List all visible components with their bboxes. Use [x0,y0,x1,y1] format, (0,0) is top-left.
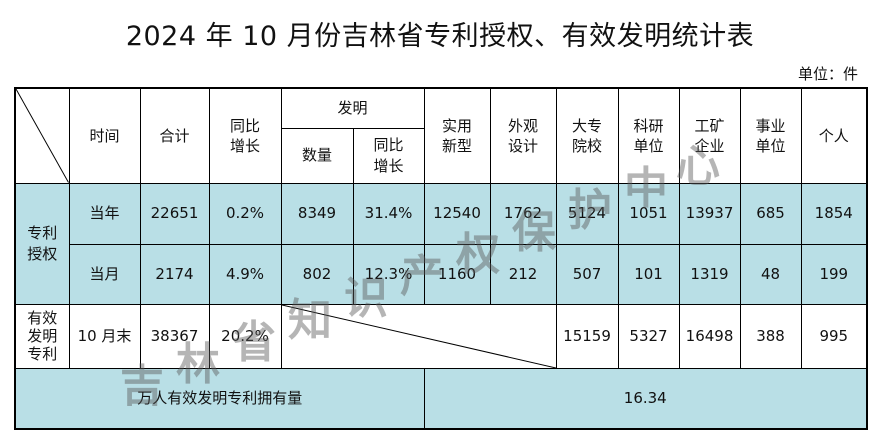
grant-year-period: 当年 [68,182,141,245]
header-invention: 发明 [280,87,425,129]
unit-label: 单位：件 [797,65,858,83]
header-university: 大专 院校 [555,87,619,184]
grant-year-university: 5124 [555,182,619,245]
grant-month-inv-yoy: 12.3% [352,243,425,305]
valid-research: 5327 [617,303,680,369]
valid-label-line-2: 发明 [27,327,58,345]
header-institution-line-1: 事业 [755,116,786,135]
statistics-table: 时间 合计 同比 增长 发明 实用 新型 外观 设计 大专 院校 科研 单位 工… [14,87,869,430]
header-industry: 工矿 企业 [678,87,741,184]
header-yoy-line-2: 增长 [229,136,260,155]
table-row: 万人有效发明专利拥有量 16.34 [14,367,868,430]
valid-industry: 16498 [678,303,741,369]
grant-label-line-2: 授权 [27,244,58,263]
header-institution-line-2: 单位 [755,136,786,155]
grant-year-research: 1051 [617,182,680,245]
header-yoy: 同比 增长 [208,87,282,184]
grant-year-individual: 1854 [800,182,868,245]
grant-year-inv-yoy: 31.4% [352,182,425,245]
header-yoy-line-1: 同比 [229,116,260,135]
table-row: 专利 授权 当年 22651 0.2% 8349 31.4% 12540 176… [14,182,868,305]
page-title: 2024 年 10 月份吉林省专利授权、有效发明统计表 [125,21,755,52]
valid-university: 15159 [555,303,619,369]
header-utility-line-2: 新型 [442,136,473,155]
header-row-1: 时间 合计 同比 增长 发明 实用 新型 外观 设计 大专 院校 科研 单位 工… [14,87,868,184]
valid-label-line-3: 专利 [27,345,58,363]
grant-month-design: 212 [489,243,557,305]
diagonal-line [282,305,556,367]
per-capita-value: 16.34 [423,367,868,430]
grant-month-individual: 199 [800,243,868,305]
per-capita-label: 万人有效发明专利拥有量 [14,367,425,430]
table-row: 当月 2174 4.9% 802 12.3% 1160 212 507 101 … [15,243,868,305]
valid-period: 10 月末 [68,303,141,369]
grant-month-total: 2174 [139,243,210,305]
header-university-line-2: 院校 [572,136,603,155]
valid-total: 38367 [139,303,210,369]
grant-month-utility: 1160 [423,243,491,305]
valid-yoy: 20.2% [208,303,282,369]
header-research-line-2: 单位 [633,136,664,155]
grant-month-inv-count: 802 [280,243,354,305]
header-institution: 事业 单位 [739,87,802,184]
header-individual: 个人 [800,87,868,184]
grant-year-institution: 685 [739,182,802,245]
grant-label: 专利 授权 [14,182,70,305]
grant-year-industry: 13937 [678,182,741,245]
grant-label-line-1: 专利 [27,224,58,243]
header-inv-yoy: 同比 增长 [352,127,425,184]
valid-label: 有效 发明 专利 [14,303,70,369]
valid-empty-diagonal-cell [280,303,557,369]
valid-institution: 388 [739,303,802,369]
header-total: 合计 [139,87,210,184]
header-time: 时间 [68,87,141,184]
header-research: 科研 单位 [617,87,680,184]
header-utility-line-1: 实用 [442,116,473,135]
table-row: 有效 发明 专利 10 月末 38367 20.2% 15159 5327 16… [14,303,868,369]
grant-year-total: 22651 [139,182,210,245]
grant-month-industry: 1319 [678,243,741,305]
grant-month-institution: 48 [739,243,802,305]
header-university-line-1: 大专 [572,116,603,135]
grant-month-university: 507 [555,243,619,305]
grant-month-research: 101 [617,243,680,305]
header-row-2: 数量 同比 增长 [15,127,867,184]
diagonal-line [16,89,68,182]
grant-year-utility: 12540 [423,182,491,245]
grant-month-yoy: 4.9% [208,243,282,305]
header-design-line-1: 外观 [508,116,539,135]
header-corner-cell [14,87,70,184]
header-utility: 实用 新型 [423,87,491,184]
grant-year-design: 1762 [489,182,557,245]
header-inv-yoy-line-1: 同比 [373,136,404,155]
valid-individual: 995 [800,303,868,369]
grant-year-inv-count: 8349 [280,182,354,245]
header-industry-line-2: 企业 [694,136,725,155]
valid-label-line-1: 有效 [27,309,58,327]
header-inv-yoy-line-2: 增长 [373,156,404,175]
header-industry-line-1: 工矿 [694,116,725,135]
header-design-line-2: 设计 [508,136,539,155]
grant-month-period: 当月 [68,243,141,305]
header-inv-count: 数量 [280,127,354,184]
grant-year-yoy: 0.2% [208,182,282,245]
header-design: 外观 设计 [489,87,557,184]
header-research-line-1: 科研 [633,116,664,135]
